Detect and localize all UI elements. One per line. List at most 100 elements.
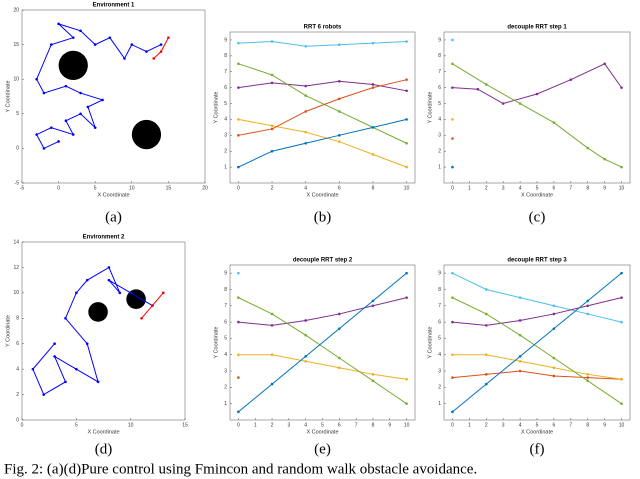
waypoint: [79, 91, 82, 95]
waypoint: [338, 327, 341, 330]
x-tick-label: 0: [21, 422, 24, 428]
waypoint: [338, 312, 341, 316]
x-tick-label: 10: [128, 422, 134, 428]
waypoint: [304, 94, 307, 97]
x-axis-label: X Coordinate: [87, 429, 119, 435]
waypoint: [270, 149, 274, 153]
waypoint: [552, 327, 556, 330]
y-tick-label: -5: [15, 180, 20, 186]
trajectory: [238, 118, 407, 168]
waypoint: [371, 379, 375, 383]
waypoint: [75, 291, 78, 295]
obstacle: [131, 119, 162, 150]
panel-title: RRT 6 robots: [304, 25, 342, 31]
waypoint: [518, 319, 522, 322]
waypoint: [304, 130, 307, 134]
x-tick-label: 2: [485, 185, 488, 191]
y-tick-label: 4: [438, 117, 441, 123]
waypoint: [603, 62, 606, 66]
waypoint: [270, 324, 274, 327]
waypoint: [96, 380, 100, 384]
waypoint: [304, 110, 307, 113]
waypoint: [151, 304, 154, 307]
waypoint: [42, 91, 46, 95]
y-tick-label: 7: [224, 69, 227, 75]
waypoint: [586, 376, 590, 379]
waypoint: [167, 36, 170, 39]
waypoint: [451, 118, 454, 121]
x-tick-label: 5: [321, 422, 324, 428]
trajectory: [452, 272, 622, 413]
y-tick-label: 1: [438, 164, 441, 170]
x-tick-label: 7: [569, 185, 572, 191]
y-tick-label: 4: [438, 352, 441, 358]
waypoint: [64, 84, 68, 88]
waypoint: [451, 376, 454, 379]
panel-title: Environment 1: [93, 3, 135, 9]
y-tick-label: 5: [438, 336, 441, 342]
x-tick-label: 7: [355, 422, 358, 428]
waypoint: [620, 402, 623, 405]
y-tick-label: 6: [16, 341, 19, 347]
waypoint: [145, 50, 148, 53]
y-tick-label: 0: [16, 417, 19, 423]
waypoint: [31, 367, 35, 371]
x-tick-label: 8: [372, 185, 375, 191]
waypoint: [552, 366, 556, 370]
x-tick-label: 5: [536, 422, 539, 428]
x-tick-label: 3: [502, 185, 505, 191]
trajectory: [238, 272, 407, 413]
y-tick-label: 7: [224, 303, 227, 309]
waypoint: [270, 124, 274, 128]
trajectory: [238, 80, 407, 92]
y-tick-label: 4: [224, 352, 227, 358]
x-tick-label: 10: [404, 422, 410, 428]
waypoint: [552, 312, 556, 316]
panel-label: (a): [105, 209, 122, 225]
waypoint: [42, 393, 46, 396]
waypoint: [451, 271, 454, 275]
y-axis-label: Y Coordinate: [5, 315, 11, 347]
waypoint: [552, 121, 556, 124]
y-tick-label: 3: [438, 133, 441, 139]
x-tick-label: 10: [619, 185, 625, 191]
y-tick-label: 1: [224, 164, 227, 170]
x-tick-label: 1: [468, 185, 471, 191]
y-tick-label: 0: [16, 146, 19, 152]
x-tick-label: 1: [468, 422, 471, 428]
y-tick-label: 8: [438, 287, 441, 293]
waypoint: [371, 41, 375, 45]
x-tick-label: -5: [20, 185, 25, 191]
waypoint: [75, 367, 78, 371]
trajectory: [238, 41, 407, 47]
x-tick-label: 4: [519, 185, 522, 191]
x-tick-label: 0: [57, 185, 60, 191]
waypoint: [484, 353, 488, 357]
waypoint: [85, 342, 89, 346]
waypoint: [338, 356, 341, 360]
waypoint: [552, 356, 556, 360]
y-tick-label: 3: [224, 368, 227, 374]
panel-label: (c): [529, 209, 546, 225]
waypoint: [159, 43, 163, 46]
trajectory: [452, 63, 622, 168]
x-tick-label: 4: [519, 422, 522, 428]
y-tick-label: 10: [13, 290, 19, 296]
y-tick-label: 2: [16, 392, 19, 398]
waypoint: [451, 38, 454, 42]
waypoint: [270, 353, 274, 357]
waypoint: [85, 278, 89, 282]
waypoint: [338, 43, 341, 47]
x-tick-label: 3: [502, 422, 505, 428]
waypoint: [140, 316, 143, 320]
x-axis-label: X Coordinate: [521, 192, 553, 198]
waypoint: [518, 369, 522, 373]
y-tick-label: 5: [438, 101, 441, 107]
waypoint: [304, 333, 307, 337]
x-tick-label: 1: [254, 422, 257, 428]
waypoint: [552, 374, 556, 378]
y-tick-label: 9: [224, 37, 227, 43]
waypoint: [371, 83, 375, 86]
x-tick-label: 3: [287, 422, 290, 428]
